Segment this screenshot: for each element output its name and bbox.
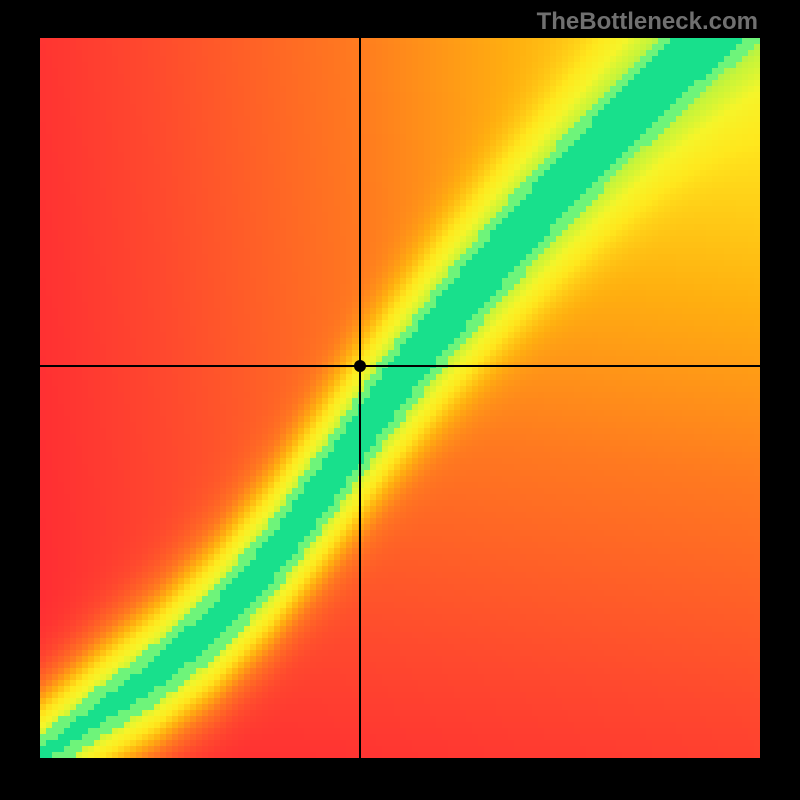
crosshair-vertical [359, 38, 361, 758]
watermark-text: TheBottleneck.com [537, 8, 758, 36]
bottleneck-heatmap [40, 38, 760, 758]
crosshair-horizontal [40, 365, 760, 367]
crosshair-marker [354, 360, 366, 372]
chart-stage: TheBottleneck.com [0, 0, 800, 800]
